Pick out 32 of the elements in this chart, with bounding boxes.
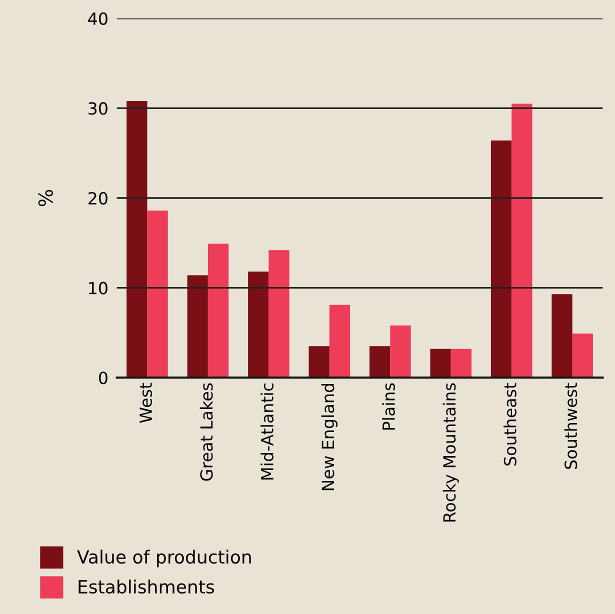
y-tick-label: 20 — [88, 192, 108, 205]
bar — [126, 101, 148, 378]
y-tick-label: 40 — [88, 12, 108, 25]
x-tick-label: West — [140, 382, 152, 423]
y-tick-label: 0 — [99, 372, 108, 384]
bar — [308, 346, 330, 378]
legend-label: Value of production — [77, 550, 251, 568]
bar — [512, 104, 532, 378]
y-axis-title: % — [38, 190, 53, 206]
bar — [329, 304, 350, 378]
bar — [430, 348, 451, 378]
bar — [450, 348, 472, 378]
x-tick-label: Rocky Mountains — [442, 383, 459, 522]
bar — [147, 210, 168, 378]
bar — [187, 275, 208, 378]
x-tick-label: Southwest — [564, 382, 578, 469]
bar — [552, 294, 572, 378]
bar — [369, 346, 390, 378]
y-tick-label: 10 — [89, 282, 108, 294]
x-tick-label: New England — [321, 384, 338, 490]
bar — [490, 140, 512, 378]
bar — [268, 250, 290, 378]
bar — [208, 244, 229, 378]
legend-label: Establishments — [78, 580, 214, 594]
y-tick-label: 30 — [88, 102, 108, 115]
bar — [248, 272, 269, 378]
x-tick-label: Plains — [382, 383, 395, 430]
bar — [390, 326, 411, 378]
x-tick-label: Mid-Atlantic — [260, 384, 274, 480]
bar — [572, 334, 593, 378]
x-tick-label: Great Lakes — [200, 383, 213, 481]
x-tick-label: Southeast — [504, 382, 516, 466]
